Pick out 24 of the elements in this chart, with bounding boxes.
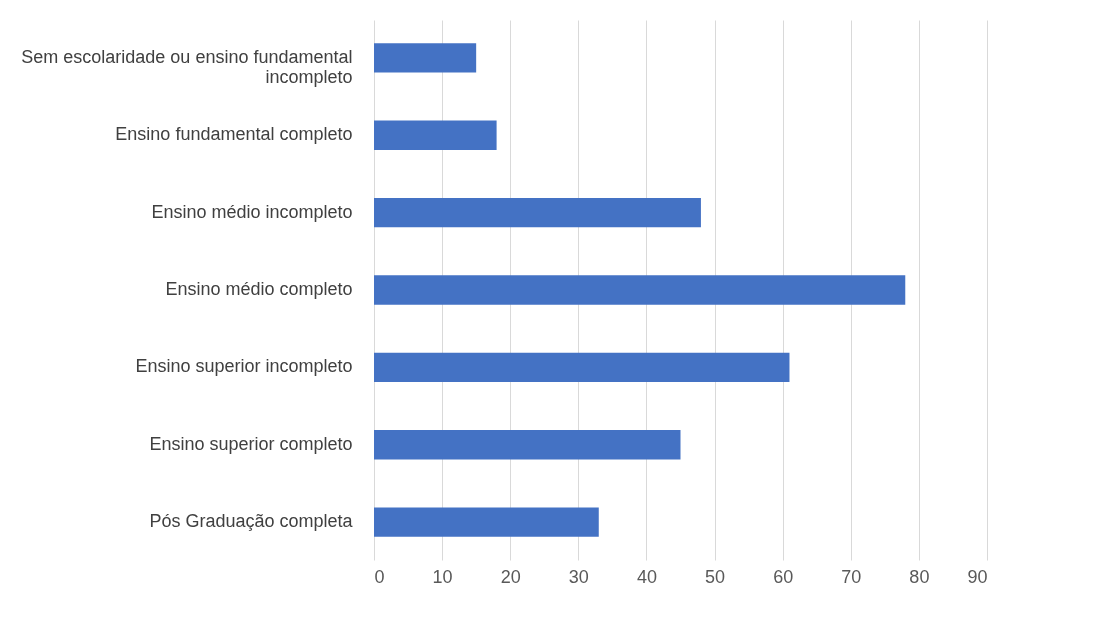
bar <box>374 197 701 228</box>
bar <box>374 43 477 73</box>
x-tick-label: 40 <box>636 566 657 587</box>
x-tick-label: 80 <box>909 566 930 587</box>
y-tick-label: Pós Graduação completa <box>149 511 354 532</box>
x-tick-label: 0 <box>374 566 385 587</box>
bar <box>374 352 790 383</box>
x-tick-label: 50 <box>705 566 726 587</box>
x-tick-label: 30 <box>568 566 589 587</box>
bar <box>374 430 681 460</box>
y-tick-label: Ensino médio incompleto <box>151 201 353 222</box>
x-tick-label: 10 <box>432 566 453 587</box>
bar <box>374 275 906 305</box>
x-tick-label: 20 <box>500 566 521 587</box>
x-tick-label: 70 <box>841 566 862 587</box>
x-tick-label: 90 <box>967 566 988 587</box>
y-tick-label: Ensino fundamental completo <box>115 124 353 145</box>
bar <box>374 507 599 537</box>
x-tick-label: 60 <box>773 566 794 587</box>
y-tick-label: Ensino superior completo <box>149 433 353 454</box>
bar <box>374 120 497 150</box>
y-tick-label: Sem escolaridade ou ensino fundamental incompleto <box>21 46 353 87</box>
y-tick-label: Ensino superior incompleto <box>135 356 353 377</box>
y-tick-label: Ensino médio completo <box>165 279 353 299</box>
